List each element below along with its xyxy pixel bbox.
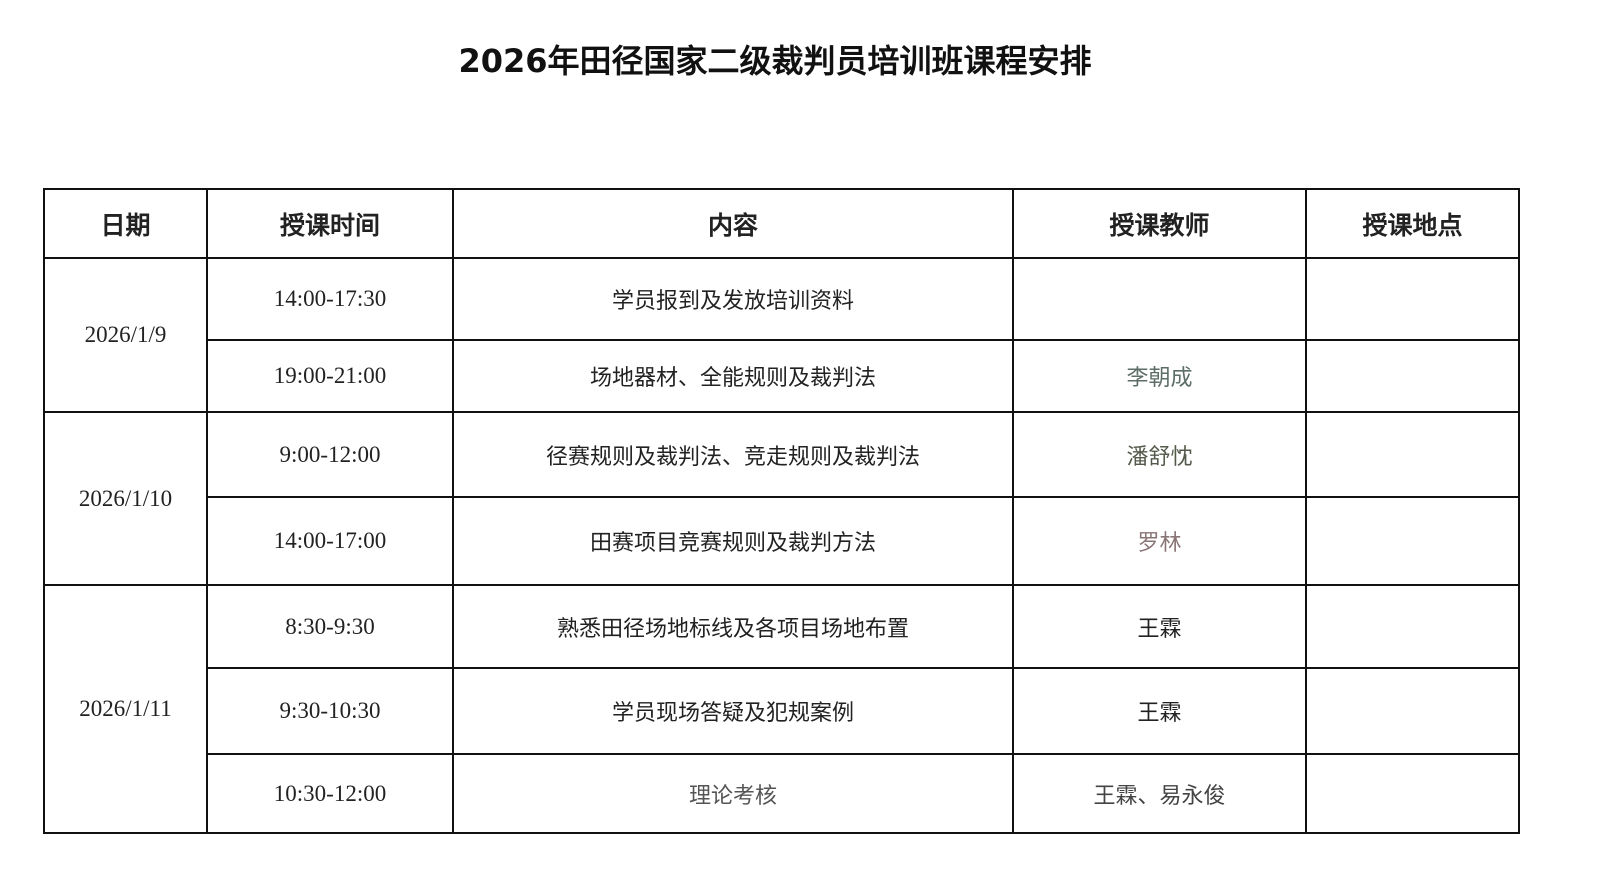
content-cell: 场地器材、全能规则及裁判法 xyxy=(452,339,1014,413)
table-row: 9:30-10:30 学员现场答疑及犯规案例 王霖 xyxy=(44,667,1520,755)
time-cell: 14:00-17:30 xyxy=(206,257,454,341)
content-cell: 田赛项目竞赛规则及裁判方法 xyxy=(452,496,1014,586)
table-row: 19:00-21:00 场地器材、全能规则及裁判法 李朝成 xyxy=(44,339,1520,413)
table-row: 2026/1/10 9:00-12:00 径赛规则及裁判法、竞走规则及裁判法 潘… xyxy=(43,411,1520,586)
time-cell: 19:00-21:00 xyxy=(206,339,454,413)
teacher-cell: 王霖 xyxy=(1012,584,1307,669)
teacher-cell: 罗林 xyxy=(1012,496,1307,586)
page-title: 2026年田径国家二级裁判员培训班课程安排 xyxy=(458,42,1092,80)
content-cell: 熟悉田径场地标线及各项目场地布置 xyxy=(452,584,1014,669)
teacher-cell: 王霖 xyxy=(1012,667,1307,755)
content-cell: 理论考核 xyxy=(452,753,1014,834)
table-row: 2026/1/11 8:30-9:30 熟悉田径场地标线及各项目场地布置 王霖 xyxy=(43,584,1520,834)
teacher-cell: 李朝成 xyxy=(1012,339,1307,413)
teacher-cell xyxy=(1012,257,1307,341)
location-cell xyxy=(1305,257,1520,341)
location-cell xyxy=(1305,667,1520,755)
location-cell xyxy=(1305,339,1520,413)
table-row: 2026/1/9 14:00-17:30 学员报到及发放培训资料 xyxy=(43,257,1520,413)
location-cell xyxy=(1305,496,1520,586)
schedule-table: 日期 授课时间 内容 授课教师 授课地点 2026/1/9 14:00-17:3… xyxy=(43,188,1520,834)
time-cell: 14:00-17:00 xyxy=(206,496,454,586)
content-cell: 径赛规则及裁判法、竞走规则及裁判法 xyxy=(452,411,1014,498)
header-row: 日期 授课时间 内容 授课教师 授课地点 xyxy=(43,188,1520,259)
header-time: 授课时间 xyxy=(206,188,454,259)
header-location: 授课地点 xyxy=(1305,188,1520,259)
table-row: 10:30-12:00 理论考核 王霖、易永俊 xyxy=(44,753,1520,834)
content-cell: 学员现场答疑及犯规案例 xyxy=(452,667,1014,755)
date-cell: 2026/1/11 xyxy=(43,584,208,834)
location-cell xyxy=(1305,411,1520,498)
time-cell: 8:30-9:30 xyxy=(206,584,454,669)
time-cell: 9:30-10:30 xyxy=(206,667,454,755)
time-cell: 9:00-12:00 xyxy=(206,411,454,498)
location-cell xyxy=(1305,753,1520,834)
time-cell: 10:30-12:00 xyxy=(206,753,454,834)
location-cell xyxy=(1305,584,1520,669)
teacher-cell: 王霖、易永俊 xyxy=(1012,753,1307,834)
table-row: 14:00-17:00 田赛项目竞赛规则及裁判方法 罗林 xyxy=(44,496,1520,586)
content-cell: 学员报到及发放培训资料 xyxy=(452,257,1014,341)
teacher-cell: 潘舒忱 xyxy=(1012,411,1307,498)
date-cell: 2026/1/9 xyxy=(43,257,208,413)
date-cell: 2026/1/10 xyxy=(43,411,208,586)
header-date: 日期 xyxy=(43,188,208,259)
header-content: 内容 xyxy=(452,188,1014,259)
header-teacher: 授课教师 xyxy=(1012,188,1307,259)
